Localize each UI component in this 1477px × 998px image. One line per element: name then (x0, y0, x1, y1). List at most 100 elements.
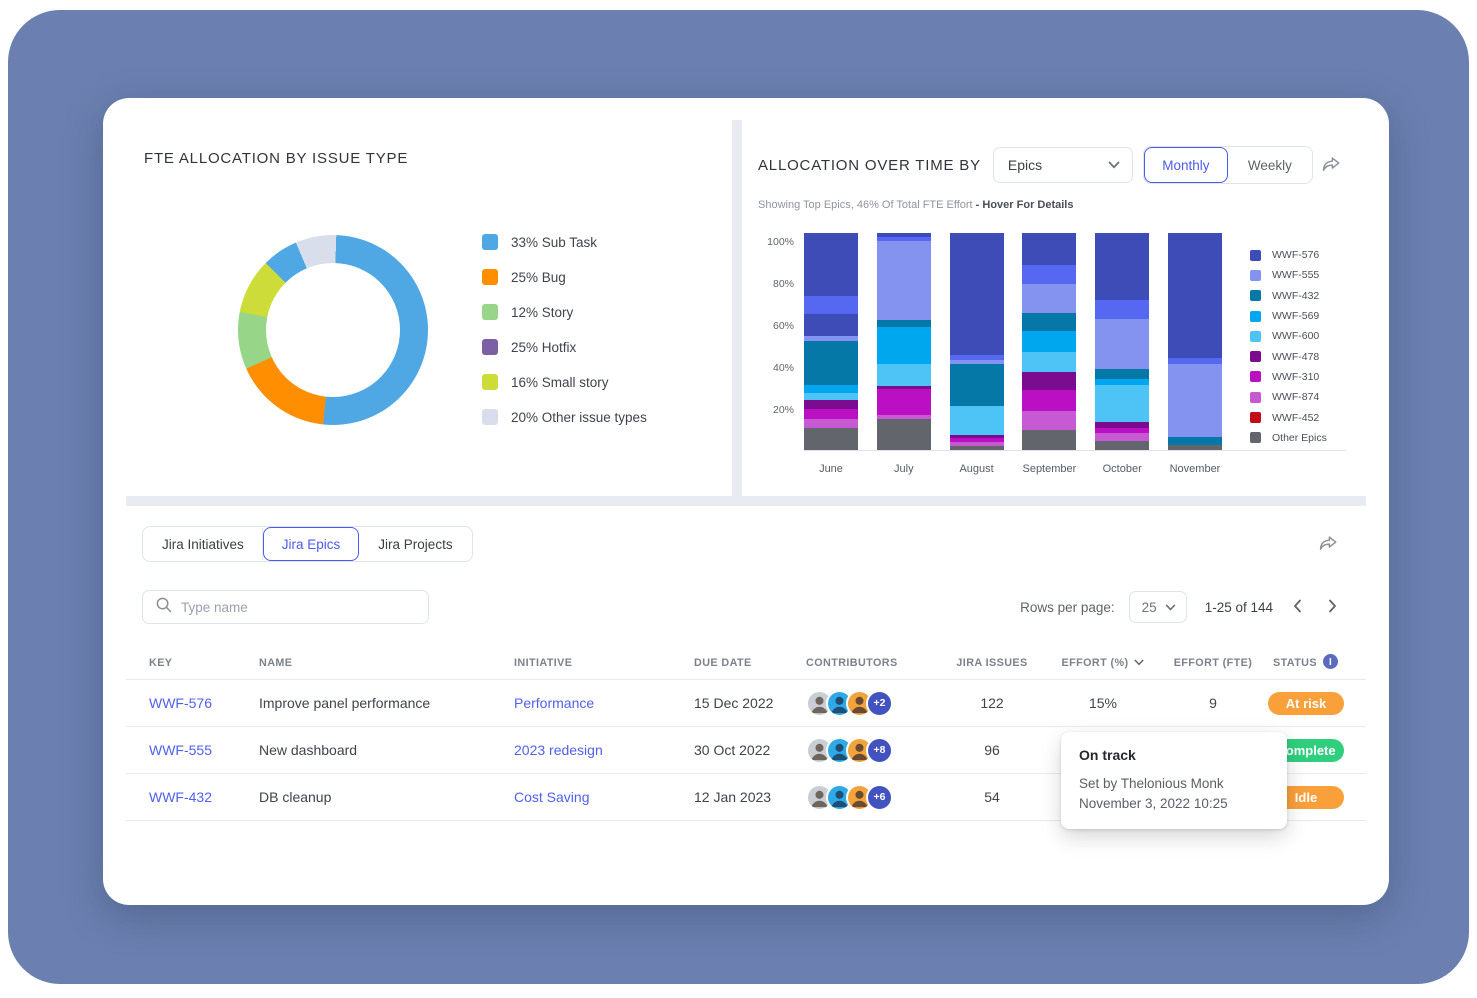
bar-legend-item: WWF-452 (1250, 407, 1327, 427)
entity-tabs: Jira Initiatives Jira Epics Jira Projects (142, 526, 473, 562)
bar-segment (876, 385, 931, 389)
status-cell: Complete (1268, 738, 1344, 762)
toggle-weekly[interactable]: Weekly (1247, 157, 1292, 173)
stacked-bar-october[interactable] (1095, 233, 1150, 451)
legend-label: 20% Other issue types (511, 409, 647, 425)
share-chart-button[interactable] (1316, 150, 1346, 181)
bar-legend-item: WWF-874 (1250, 387, 1327, 407)
bar-segment (949, 354, 1004, 361)
legend-swatch (482, 304, 498, 320)
donut-legend-item: 20% Other issue types (482, 409, 647, 425)
legend-swatch (482, 234, 498, 250)
bar-segment (876, 388, 931, 416)
legend-label: WWF-432 (1272, 289, 1320, 302)
legend-swatch (1250, 269, 1261, 281)
section-divider (126, 496, 1366, 506)
tab-jira-projects[interactable]: Jira Projects (378, 536, 453, 552)
column-label: INITIATIVE (514, 656, 573, 669)
table-body: WWF-576 Improve panel performance Perfor… (126, 680, 1366, 821)
bar-segment (876, 320, 931, 327)
column-header-effort-fte: EFFORT (FTE) (1158, 657, 1268, 669)
share-icon (1320, 156, 1342, 177)
bar-segment (804, 384, 858, 394)
sort-descending-icon (1134, 657, 1144, 669)
status-badge: Idle (1268, 785, 1344, 809)
column-label: DUE DATE (694, 656, 752, 669)
bar-segment (949, 437, 1004, 443)
group-by-select[interactable]: Epics (992, 147, 1133, 183)
bar-segment (1167, 444, 1222, 451)
effort-fte-cell: 9 (1209, 695, 1217, 711)
bars-panel-title: ALLOCATION OVER TIME BY (758, 156, 981, 174)
bar-segment (804, 393, 858, 400)
key-link[interactable]: WWF-555 (149, 742, 212, 758)
plot-area: June July August September October November (804, 232, 1222, 477)
initiative-cell: Cost Saving (514, 789, 694, 805)
next-page-button[interactable] (1322, 595, 1343, 620)
chevron-down-icon (1108, 156, 1120, 174)
key-link[interactable]: WWF-432 (149, 789, 212, 805)
bar-legend-item: WWF-432 (1250, 286, 1327, 306)
bar-segment (1095, 233, 1150, 300)
search-box (142, 590, 429, 624)
bar-segment (804, 233, 858, 297)
y-axis-tick: 100% (767, 236, 794, 249)
status-badge: At risk (1268, 691, 1344, 715)
bar-segment (949, 434, 1004, 438)
column-label: JIRA ISSUES (956, 656, 1028, 669)
search-input[interactable] (181, 599, 416, 615)
status-badge: Complete (1268, 738, 1344, 762)
bar-segment (949, 445, 1004, 451)
bar-segment (1095, 379, 1150, 385)
stacked-bar-november[interactable] (1167, 233, 1222, 451)
jira-table-section: Jira Initiatives Jira Epics Jira Projects … (126, 506, 1366, 830)
bar-segment (1167, 358, 1222, 364)
column-label: EFFORT (%) (1061, 656, 1129, 669)
initiative-link[interactable]: Cost Saving (514, 789, 590, 805)
x-axis-labels: June July August September October November (804, 451, 1222, 477)
pagination: Rows per page: 25 1-25 of 144 (1020, 591, 1343, 623)
donut-panel-title: FTE ALLOCATION BY ISSUE TYPE (144, 150, 409, 167)
more-contributors-badge[interactable]: +2 (866, 689, 893, 717)
legend-label: WWF-310 (1272, 370, 1320, 383)
legend-swatch (1250, 391, 1261, 403)
legend-label: WWF-576 (1272, 249, 1320, 262)
column-header-effort[interactable]: EFFORT (%) (1048, 657, 1158, 669)
key-link[interactable]: WWF-576 (149, 695, 212, 711)
tab-jira-initiatives[interactable]: Jira Initiatives (143, 527, 263, 561)
previous-page-button[interactable] (1287, 595, 1308, 620)
tab-jira-epics[interactable]: Jira Epics (262, 527, 360, 561)
stacked-bar-september[interactable] (1022, 233, 1077, 451)
key-cell: WWF-576 (149, 695, 259, 711)
bar-segment (1095, 421, 1150, 429)
donut-legend-item: 12% Story (482, 304, 647, 320)
rows-per-page-value: 25 (1141, 599, 1157, 615)
legend-swatch (482, 339, 498, 355)
rows-per-page-select[interactable]: 25 (1128, 591, 1187, 623)
legend-swatch (1250, 351, 1261, 363)
info-icon[interactable]: i (1322, 653, 1338, 672)
more-contributors-badge[interactable]: +6 (866, 783, 893, 811)
bar-segment (804, 341, 858, 385)
bar-segment (804, 296, 858, 314)
stacked-bar-august[interactable] (949, 232, 1004, 451)
bar-legend-item: WWF-310 (1250, 367, 1327, 387)
legend-label: 16% Small story (511, 374, 609, 390)
table-row-wwf-576: WWF-576 Improve panel performance Perfor… (126, 680, 1366, 727)
initiative-link[interactable]: 2023 redesign (514, 742, 603, 758)
stacked-bar-july[interactable] (876, 232, 931, 451)
bar-segment (1167, 233, 1222, 359)
stacked-bar-june[interactable] (804, 233, 858, 451)
initiative-link[interactable]: Performance (514, 695, 595, 711)
legend-swatch (1250, 432, 1261, 444)
more-contributors-badge[interactable]: +8 (866, 736, 893, 764)
x-axis-label: November (1169, 463, 1221, 475)
toggle-monthly[interactable]: Monthly (1143, 147, 1228, 183)
jira-issues-cell: 54 (984, 789, 1000, 805)
bar-segment (876, 240, 931, 321)
share-table-button[interactable] (1313, 529, 1343, 560)
bars-subtitle-text: Showing Top Epics, 46% Of Total FTE Effo… (758, 199, 973, 211)
bar-legend-item: WWF-478 (1250, 346, 1327, 366)
column-header-due-date: DUE DATE (694, 657, 806, 669)
due-date-cell: 30 Oct 2022 (694, 742, 771, 758)
